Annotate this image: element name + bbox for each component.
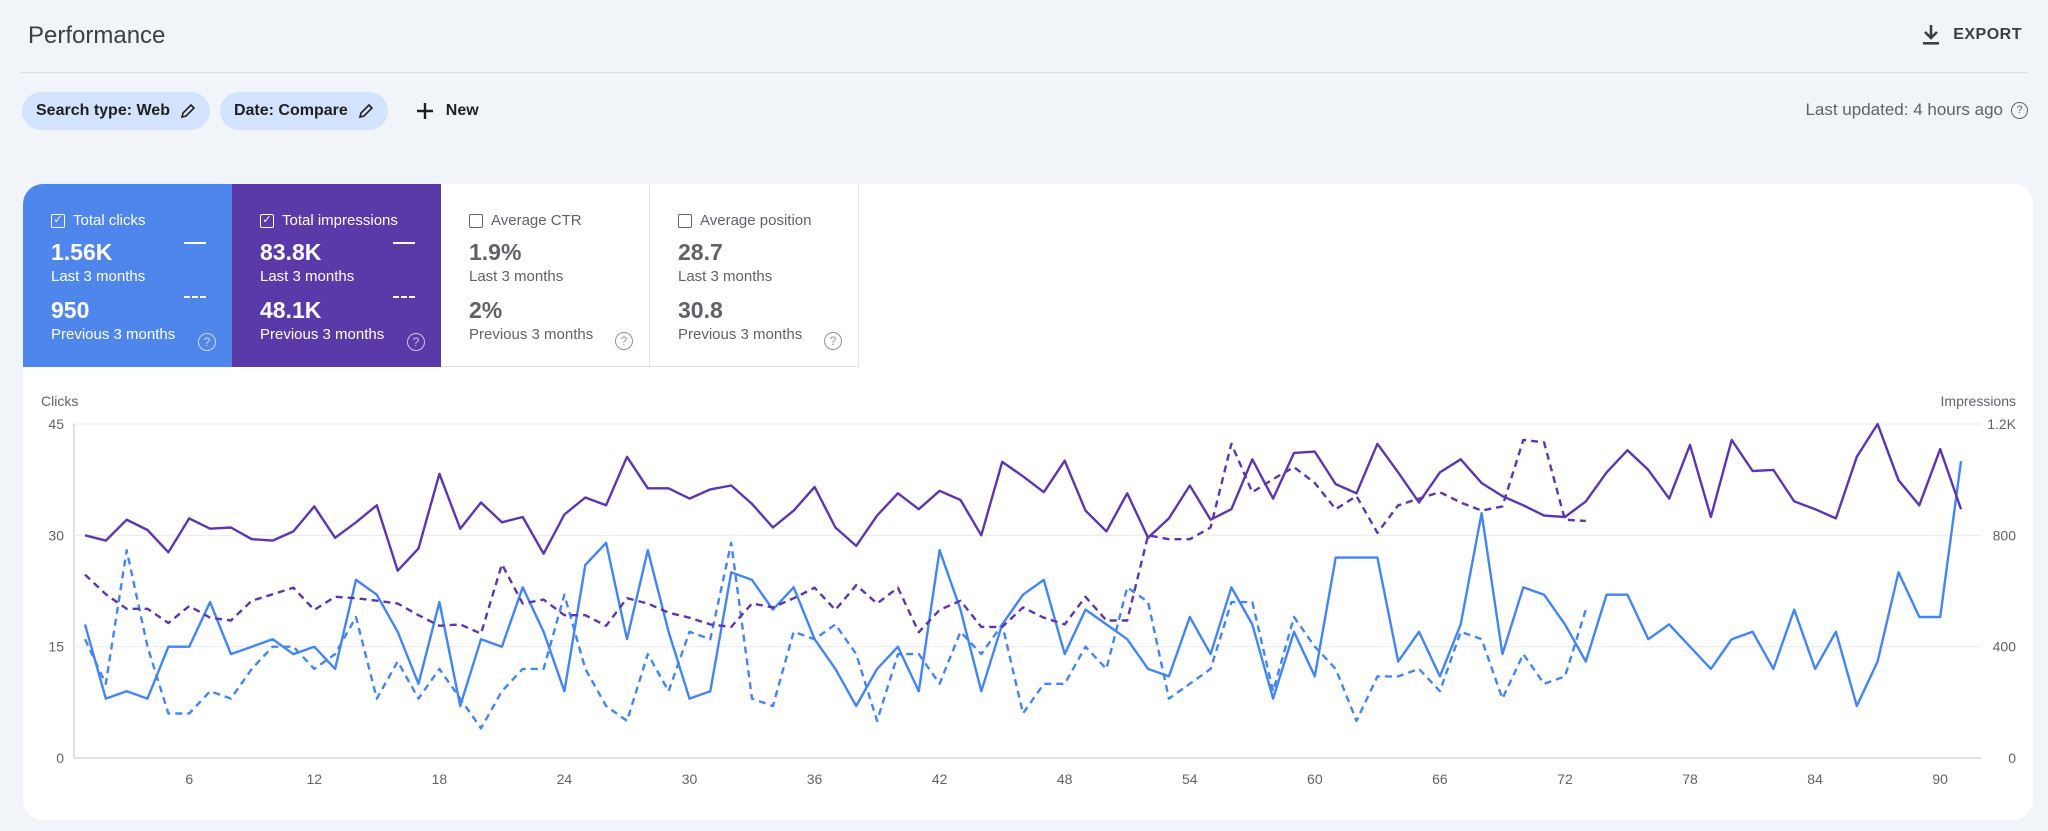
right-tick-label: 800 bbox=[1993, 527, 2017, 543]
pencil-icon bbox=[180, 103, 196, 119]
metric-prev-value: 2% bbox=[469, 297, 503, 323]
last-updated: Last updated: 4 hours ago ? bbox=[1805, 100, 2028, 120]
new-filter-button[interactable]: New bbox=[408, 92, 487, 130]
metric-prev-value: 48.1K bbox=[260, 297, 322, 323]
metric-period: Last 3 months bbox=[469, 268, 564, 285]
metric-period: Last 3 months bbox=[678, 268, 773, 285]
new-label: New bbox=[445, 102, 479, 119]
plus-icon bbox=[416, 103, 433, 119]
series-line-clicks-previous bbox=[83, 541, 1587, 730]
right-tick-label: 400 bbox=[1993, 639, 2017, 655]
x-tick-label: 84 bbox=[1807, 771, 1823, 787]
metric-prev-value: 950 bbox=[51, 297, 90, 323]
metric-label: Average CTR bbox=[491, 212, 582, 229]
help-icon[interactable]: ? bbox=[824, 332, 842, 350]
x-tick-label: 24 bbox=[557, 771, 573, 787]
x-tick-label: 18 bbox=[432, 771, 448, 787]
help-icon[interactable]: ? bbox=[198, 333, 216, 351]
help-icon[interactable]: ? bbox=[615, 332, 633, 350]
dashed-line-legend-icon bbox=[393, 296, 415, 298]
metric-value: 1.9% bbox=[469, 239, 522, 265]
metric-prev-period: Previous 3 months bbox=[678, 326, 803, 343]
filter-bar: Search type: Web Date: Compare New bbox=[22, 92, 487, 130]
metric-period: Last 3 months bbox=[51, 268, 146, 285]
series-line-clicks-current bbox=[83, 460, 1963, 708]
solid-line-legend-icon bbox=[393, 242, 415, 244]
left-tick-label: 30 bbox=[48, 527, 64, 543]
pencil-icon bbox=[358, 103, 373, 119]
x-tick-label: 36 bbox=[807, 771, 823, 787]
solid-line-legend-icon bbox=[184, 242, 206, 244]
download-icon bbox=[1923, 25, 1940, 45]
header-divider bbox=[20, 72, 2028, 73]
date-chip[interactable]: Date: Compare bbox=[219, 92, 388, 130]
x-tick-label: 6 bbox=[185, 771, 193, 787]
performance-chart: Clicks Impressions 0 0 15 400 30 800 45 1.2K 6 12… bbox=[41, 393, 2017, 787]
x-tick-label: 72 bbox=[1557, 771, 1573, 787]
right-tick-label: 1.2K bbox=[1987, 416, 2016, 432]
series-line-impressions-previous bbox=[84, 438, 1586, 635]
last-updated-text: Last updated: 4 hours ago bbox=[1805, 100, 2003, 119]
checkbox-checked-icon[interactable]: ✓ bbox=[260, 213, 274, 228]
metric-label: Total impressions bbox=[282, 212, 398, 229]
x-tick-label: 90 bbox=[1932, 771, 1948, 787]
dashed-line-legend-icon bbox=[184, 296, 206, 298]
x-tick-label: 12 bbox=[306, 771, 322, 787]
metric-value: 1.56K bbox=[51, 239, 113, 265]
metric-tile-average-position[interactable]: Average position 28.7 Last 3 months 30.8… bbox=[650, 184, 859, 367]
page-title: Performance bbox=[28, 22, 166, 49]
metric-prev-period: Previous 3 months bbox=[260, 326, 385, 343]
metric-period: Last 3 months bbox=[260, 268, 355, 285]
search-type-label: Search type: Web bbox=[36, 102, 170, 119]
metric-label: Total clicks bbox=[73, 212, 146, 229]
metric-prev-value: 30.8 bbox=[678, 297, 723, 323]
export-label: EXPORT bbox=[1953, 26, 2022, 43]
metric-prev-period: Previous 3 months bbox=[469, 326, 594, 343]
metric-value: 83.8K bbox=[260, 239, 322, 265]
help-icon[interactable]: ? bbox=[407, 333, 425, 351]
date-label: Date: Compare bbox=[233, 102, 348, 119]
checkbox-unchecked-icon[interactable] bbox=[469, 213, 483, 228]
series-line-impressions-current bbox=[84, 422, 1963, 572]
help-icon[interactable]: ? bbox=[2011, 101, 2028, 119]
metric-label: Average position bbox=[700, 212, 812, 229]
x-tick-label: 48 bbox=[1057, 771, 1073, 787]
search-type-chip[interactable]: Search type: Web bbox=[22, 92, 210, 130]
x-tick-label: 42 bbox=[932, 771, 948, 787]
left-tick-label: 0 bbox=[56, 750, 64, 766]
performance-card: ✓ Total clicks 1.56K Last 3 months 950 Pr… bbox=[23, 184, 2033, 820]
left-axis-label: Clicks bbox=[41, 393, 78, 409]
left-tick-label: 45 bbox=[48, 416, 64, 432]
left-tick-label: 15 bbox=[48, 639, 64, 655]
checkbox-unchecked-icon[interactable] bbox=[678, 213, 692, 228]
x-tick-label: 78 bbox=[1682, 771, 1698, 787]
metric-prev-period: Previous 3 months bbox=[51, 326, 176, 343]
metric-tile-total-clicks[interactable]: ✓ Total clicks 1.56K Last 3 months 950 Pr… bbox=[23, 184, 232, 367]
metric-tile-average-ctr[interactable]: Average CTR 1.9% Last 3 months 2% Previo… bbox=[441, 184, 650, 367]
metric-tile-total-impressions[interactable]: ✓ Total impressions 83.8K Last 3 months 4… bbox=[232, 184, 441, 367]
x-tick-label: 66 bbox=[1432, 771, 1448, 787]
right-axis-label: Impressions bbox=[1941, 393, 2016, 409]
x-tick-label: 60 bbox=[1307, 771, 1323, 787]
checkbox-checked-icon[interactable]: ✓ bbox=[51, 213, 65, 228]
export-button[interactable]: EXPORT bbox=[1921, 24, 2022, 46]
right-tick-label: 0 bbox=[2008, 750, 2016, 766]
metric-value: 28.7 bbox=[678, 239, 723, 265]
x-tick-label: 30 bbox=[682, 771, 698, 787]
metric-tiles: ✓ Total clicks 1.56K Last 3 months 950 Pr… bbox=[23, 184, 859, 367]
x-tick-label: 54 bbox=[1182, 771, 1198, 787]
